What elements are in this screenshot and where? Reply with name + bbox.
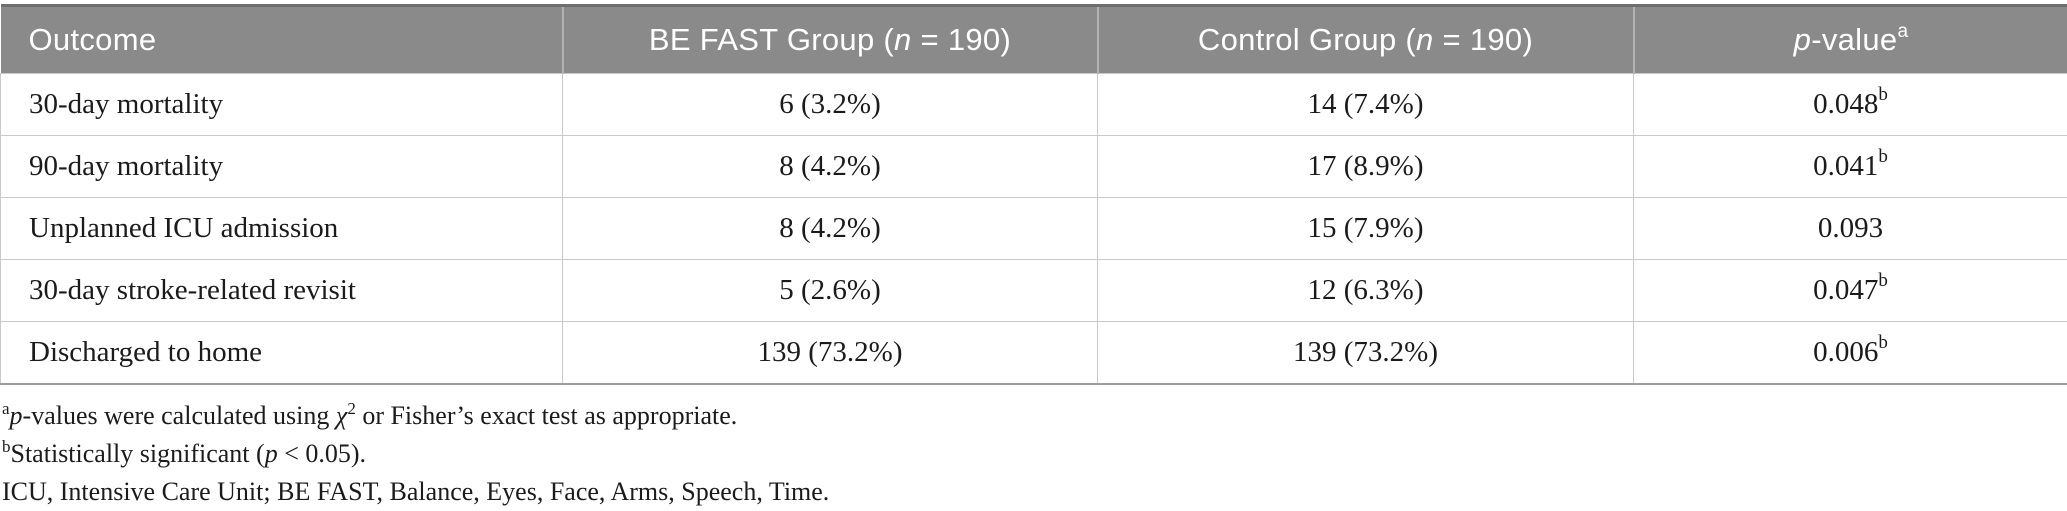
significance-marker: b <box>1878 270 1888 291</box>
control-value-cell: 14 (7.4%) <box>1098 74 1634 136</box>
significance-marker: b <box>1878 84 1888 105</box>
befast-value-cell: 139 (73.2%) <box>563 322 1098 385</box>
control-value-cell: 12 (6.3%) <box>1098 260 1634 322</box>
footnote-b-marker: b <box>2 437 11 456</box>
outcome-cell: 30-day stroke-related revisit <box>1 260 563 322</box>
footnote-a: ap-values were calculated using χ2 or Fi… <box>2 397 2067 435</box>
table-footnotes: ap-values were calculated using χ2 or Fi… <box>0 397 2067 511</box>
befast-value-cell: 5 (2.6%) <box>563 260 1098 322</box>
table-row: 30-day mortality 6 (3.2%) 14 (7.4%) 0.04… <box>1 74 2067 136</box>
header-cell-outcome: Outcome <box>1 6 563 74</box>
table-row: Discharged to home 139 (73.2%) 139 (73.2… <box>1 322 2067 385</box>
header-row: Outcome BE FAST Group (n = 190) Control … <box>1 6 2067 74</box>
control-value-cell: 15 (7.9%) <box>1098 198 1634 260</box>
pvalue-footnote-marker: a <box>1897 21 1908 42</box>
significance-marker: b <box>1878 146 1888 167</box>
table-body: 30-day mortality 6 (3.2%) 14 (7.4%) 0.04… <box>1 74 2067 385</box>
footnote-abbreviations: ICU, Intensive Care Unit; BE FAST, Balan… <box>2 473 2067 511</box>
befast-value-cell: 8 (4.2%) <box>563 198 1098 260</box>
outcome-cell: 90-day mortality <box>1 136 563 198</box>
outcome-cell: Unplanned ICU admission <box>1 198 563 260</box>
header-cell-control-group: Control Group (n = 190) <box>1098 6 1634 74</box>
table-header: Outcome BE FAST Group (n = 190) Control … <box>1 6 2067 74</box>
outcome-cell: Discharged to home <box>1 322 563 385</box>
table-row: 90-day mortality 8 (4.2%) 17 (8.9%) 0.04… <box>1 136 2067 198</box>
pvalue-cell: 0.041b <box>1634 136 2067 198</box>
pvalue-cell: 0.093 <box>1634 198 2067 260</box>
control-value-cell: 17 (8.9%) <box>1098 136 1634 198</box>
outcomes-table: Outcome BE FAST Group (n = 190) Control … <box>0 4 2067 385</box>
table-row: 30-day stroke-related revisit 5 (2.6%) 1… <box>1 260 2067 322</box>
header-cell-befast-group: BE FAST Group (n = 190) <box>563 6 1098 74</box>
chi-symbol: χ <box>336 401 347 430</box>
befast-value-cell: 6 (3.2%) <box>563 74 1098 136</box>
pvalue-cell: 0.047b <box>1634 260 2067 322</box>
pvalue-cell: 0.006b <box>1634 322 2067 385</box>
header-label-outcome: Outcome <box>29 22 157 57</box>
header-cell-pvalue: p-valuea <box>1634 6 2067 74</box>
control-value-cell: 139 (73.2%) <box>1098 322 1634 385</box>
footnote-a-marker: a <box>2 399 10 418</box>
pvalue-cell: 0.048b <box>1634 74 2067 136</box>
table-row: Unplanned ICU admission 8 (4.2%) 15 (7.9… <box>1 198 2067 260</box>
outcome-cell: 30-day mortality <box>1 74 563 136</box>
befast-value-cell: 8 (4.2%) <box>563 136 1098 198</box>
footnote-b: bStatistically significant (p < 0.05). <box>2 435 2067 473</box>
significance-marker: b <box>1878 332 1888 353</box>
